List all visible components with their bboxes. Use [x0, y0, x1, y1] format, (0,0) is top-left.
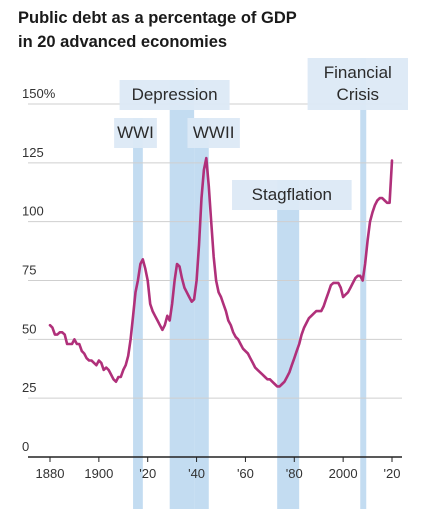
x-tick-label-1880: 1880 [36, 466, 65, 481]
y-tick-label-25: 25 [22, 380, 36, 395]
period-label-box-wwi [114, 118, 157, 148]
period-label-depression: Depression [119, 80, 230, 110]
x-tick-label-1960: '60 [237, 466, 254, 481]
period-label-text-wwii-0: WWII [193, 123, 235, 142]
period-label-wwii: WWII [187, 118, 240, 148]
series-lines [48, 156, 394, 388]
period-label-text-financial-crisis-1: Crisis [337, 85, 380, 104]
period-label-box-depression [119, 80, 230, 110]
band-wwii [194, 118, 209, 509]
y-tick-label-100: 100 [22, 204, 44, 219]
period-label-text-wwi-0: WWI [117, 123, 154, 142]
series-line-0 [48, 156, 394, 388]
y-tick-label-50: 50 [22, 321, 36, 336]
y-tick-label-125: 125 [22, 145, 44, 160]
chart-title-line-2: in 20 advanced economies [18, 33, 228, 51]
period-label-wwi: WWI [114, 118, 157, 148]
x-tick-label-1980: '80 [286, 466, 303, 481]
period-label-text-financial-crisis-0: Financial [324, 63, 392, 82]
x-tick-label-2020: '20 [384, 466, 401, 481]
x-tick-label-2000: 2000 [329, 466, 358, 481]
chart-title: Public debt as a percentage of GDP in 20… [18, 6, 418, 54]
period-label-text-depression-0: Depression [132, 85, 218, 104]
period-labels: WWI Depression WWII Stagflation Financial Cri… [114, 58, 408, 210]
period-label-text-stagflation-0: Stagflation [252, 185, 332, 204]
period-label-box-wwii [187, 118, 240, 148]
period-bands [133, 58, 367, 509]
chart-title-line-1: Public debt as a percentage of GDP [18, 9, 297, 27]
x-tick-label-1920: '20 [139, 466, 156, 481]
band-wwi [133, 118, 143, 509]
y-tick-label-0: 0 [22, 439, 29, 454]
y-tick-label-150: 150% [22, 86, 56, 101]
x-tick-label-1940: '40 [188, 466, 205, 481]
x-axis: 1880 1900 '20 '40 '60 '80 2000 '20 [36, 457, 401, 481]
x-tick-label-1900: 1900 [84, 466, 113, 481]
period-label-box-stagflation [232, 180, 352, 210]
band-financial-crisis [360, 58, 367, 509]
period-label-stagflation: Stagflation [232, 180, 352, 210]
period-label-financial-crisis: Financial Crisis [307, 58, 408, 110]
band-stagflation [277, 180, 300, 509]
period-label-box-financial-crisis [307, 58, 408, 110]
y-tick-label-75: 75 [22, 263, 36, 278]
y-axis: 0 25 50 75 100 125 150% [22, 86, 56, 454]
